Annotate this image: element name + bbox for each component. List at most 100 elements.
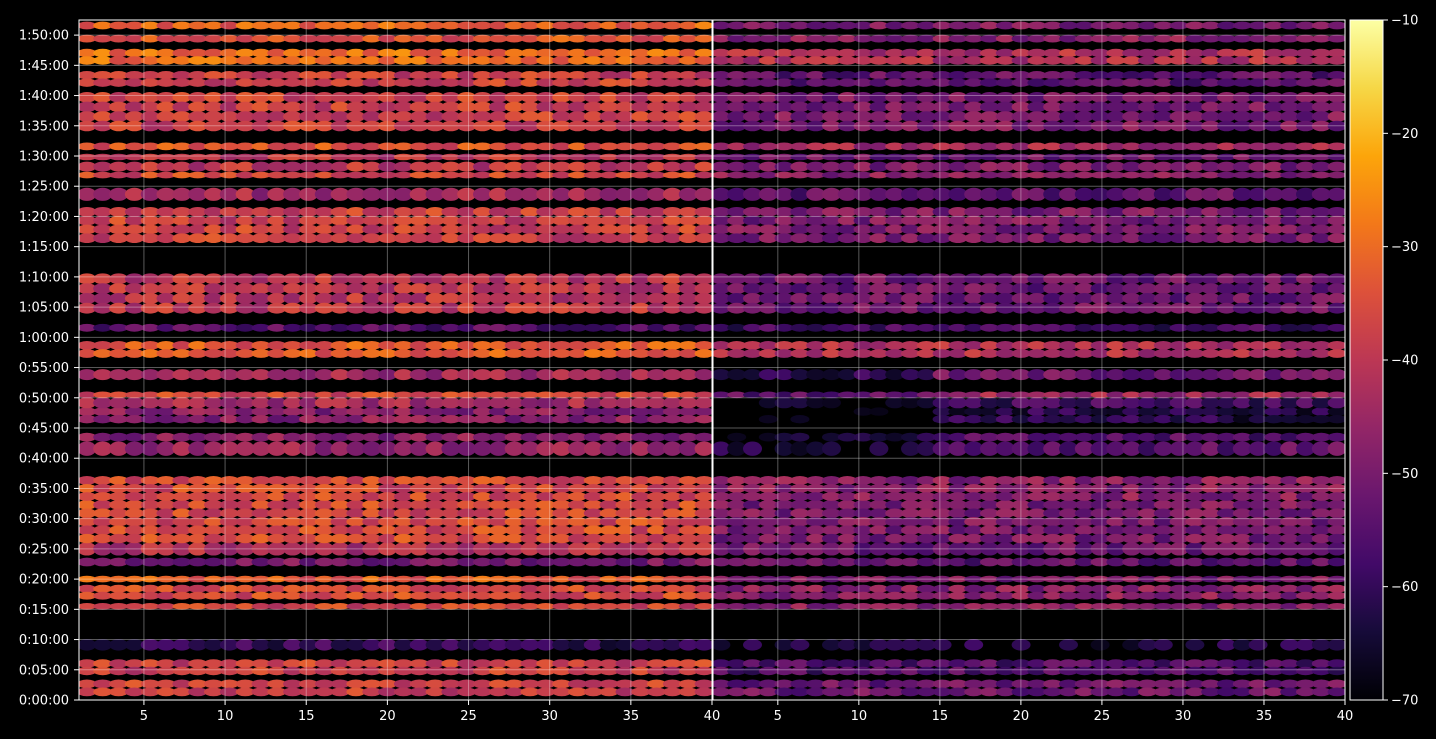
heat-cell <box>267 517 287 527</box>
heat-cell <box>393 659 413 668</box>
heat-cell <box>1153 639 1173 651</box>
heat-cell <box>251 369 271 381</box>
heat-cell <box>837 666 857 676</box>
x-tick-label: 15 <box>932 709 949 724</box>
heat-cell <box>916 603 936 610</box>
heat-cell <box>267 687 287 697</box>
heat-cell <box>1153 369 1173 381</box>
heat-cell <box>1106 508 1126 518</box>
heat-cell <box>806 111 826 122</box>
heat-cell <box>583 101 603 113</box>
heat-cell <box>79 323 97 332</box>
heat-cell <box>251 508 271 518</box>
heat-cell <box>235 302 255 314</box>
heat-cell <box>662 78 682 87</box>
heat-cell <box>1327 341 1345 350</box>
heat-cell <box>1280 349 1300 358</box>
heat-cell <box>140 575 160 583</box>
x-tick-label: 5 <box>140 709 148 724</box>
heat-cell <box>615 575 635 583</box>
heat-cell <box>662 575 682 583</box>
heat-cell <box>1011 273 1031 285</box>
heat-cell <box>758 283 778 294</box>
heat-cell <box>774 517 794 527</box>
heat-cell <box>536 349 556 358</box>
heat-cell <box>615 397 635 409</box>
heat-cell <box>1011 432 1031 442</box>
heat-cell <box>1232 224 1252 235</box>
heat-cell <box>885 161 905 172</box>
heat-cell <box>599 659 619 668</box>
heat-cell <box>916 302 936 314</box>
heat-cell <box>869 302 889 314</box>
heat-cell <box>219 639 239 651</box>
y-tick-label: 1:30:00 <box>19 150 69 165</box>
heat-cell <box>504 111 524 122</box>
heat-cell <box>204 224 223 235</box>
heat-cell <box>267 492 287 501</box>
heat-cell <box>583 500 603 510</box>
heat-cell <box>1169 302 1189 314</box>
heat-cell <box>916 171 936 179</box>
heat-cell <box>631 101 651 113</box>
heat-cell <box>932 584 952 593</box>
heat-cell <box>995 679 1015 689</box>
heat-cell <box>678 476 698 485</box>
heat-cell <box>583 591 603 600</box>
heat-cell <box>504 659 524 668</box>
heat-cell <box>1090 323 1110 332</box>
heat-cell <box>1248 517 1268 527</box>
heat-cell <box>662 542 682 556</box>
heat-cell <box>393 441 413 456</box>
heat-cell <box>393 293 413 304</box>
heat-cell <box>536 525 556 535</box>
heat-cell <box>964 48 984 58</box>
heat-cell <box>662 517 682 527</box>
heat-cell <box>1327 323 1345 332</box>
heat-cell <box>172 349 192 358</box>
heat-cell <box>599 233 619 243</box>
heat-cell <box>140 92 160 103</box>
heat-cell <box>409 517 429 527</box>
heat-cell <box>504 687 524 697</box>
heat-cell <box>1296 584 1315 593</box>
heat-cell <box>425 415 445 424</box>
heat-cell <box>1169 508 1189 518</box>
heat-cell <box>901 679 920 689</box>
heat-cell <box>615 369 635 381</box>
heat-cell <box>1264 687 1284 697</box>
heat-cell <box>109 207 129 217</box>
heat-cell <box>362 591 382 600</box>
heat-cell <box>1311 659 1331 668</box>
heat-cell <box>1074 161 1094 172</box>
heat-cell <box>346 517 366 527</box>
heat-cell <box>536 603 556 610</box>
heat-cell <box>93 659 113 668</box>
heat-cell <box>536 92 556 103</box>
heat-cell <box>647 476 667 485</box>
heat-cell <box>822 207 841 217</box>
heat-cell <box>473 508 492 518</box>
heat-cell <box>964 533 984 544</box>
heat-cell <box>885 659 905 668</box>
heat-cell <box>488 161 508 172</box>
heat-cell <box>964 584 984 593</box>
heat-cell <box>1011 542 1031 556</box>
heat-cell <box>219 666 239 676</box>
heat-cell <box>1264 92 1284 103</box>
heat-cell <box>172 120 192 132</box>
heat-cell <box>568 542 587 556</box>
heat-cell <box>1311 679 1331 689</box>
heat-cell <box>330 484 350 493</box>
heat-cell <box>916 161 936 172</box>
x-tick-label: 35 <box>1256 709 1273 724</box>
heat-cell <box>393 603 413 610</box>
heat-cell <box>647 508 667 518</box>
heat-cell <box>806 323 826 332</box>
heat-cell <box>599 34 619 43</box>
left-panel <box>78 19 713 701</box>
heat-cell <box>806 687 826 697</box>
heat-cell <box>901 187 920 201</box>
heat-cell <box>378 533 398 544</box>
heat-cell <box>916 78 936 87</box>
